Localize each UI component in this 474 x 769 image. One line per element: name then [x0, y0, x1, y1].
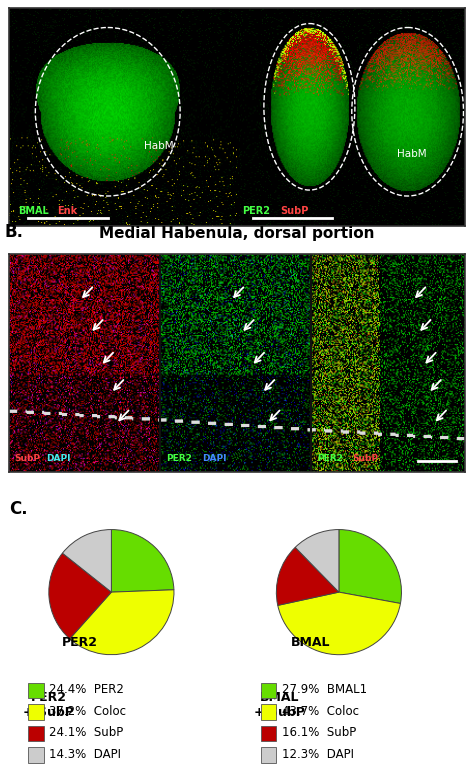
Text: 27.9%  BMAL1: 27.9% BMAL1	[282, 684, 367, 696]
Text: 43.7%  Coloc: 43.7% Coloc	[282, 705, 358, 717]
Text: BMAL
+ SubP: BMAL + SubP	[254, 691, 305, 719]
Wedge shape	[339, 530, 401, 604]
Wedge shape	[63, 530, 111, 592]
Text: 24.1%  SubP: 24.1% SubP	[49, 727, 124, 739]
Text: SubP: SubP	[281, 206, 309, 216]
Wedge shape	[295, 530, 339, 592]
Text: 37.2%  Coloc: 37.2% Coloc	[49, 705, 126, 717]
Wedge shape	[278, 592, 401, 654]
Text: Medial Habenula, dorsal portion: Medial Habenula, dorsal portion	[99, 225, 375, 241]
Text: 16.1%  SubP: 16.1% SubP	[282, 727, 356, 739]
Text: DAPI: DAPI	[46, 454, 70, 463]
Text: DAPI: DAPI	[202, 454, 227, 463]
Text: PER2: PER2	[317, 454, 343, 463]
Text: PER2
+ SubP: PER2 + SubP	[23, 691, 74, 719]
Text: PER2: PER2	[242, 206, 270, 216]
Wedge shape	[276, 548, 339, 605]
Text: SubP: SubP	[353, 454, 379, 463]
Text: BMAL: BMAL	[18, 206, 48, 216]
Text: HabM: HabM	[397, 149, 427, 159]
Text: BMAL: BMAL	[291, 636, 330, 649]
Wedge shape	[70, 590, 174, 654]
Text: Enk: Enk	[57, 206, 77, 216]
Wedge shape	[111, 530, 174, 592]
Text: HabM: HabM	[144, 141, 173, 151]
Text: PER2: PER2	[62, 636, 98, 649]
Text: PER2: PER2	[165, 454, 191, 463]
Text: 14.3%  DAPI: 14.3% DAPI	[49, 748, 121, 761]
Wedge shape	[49, 553, 111, 639]
Text: 24.4%  PER2: 24.4% PER2	[49, 684, 124, 696]
Text: B.: B.	[5, 222, 24, 241]
Text: C.: C.	[9, 500, 28, 518]
Text: 12.3%  DAPI: 12.3% DAPI	[282, 748, 354, 761]
Text: SubP: SubP	[15, 454, 41, 463]
